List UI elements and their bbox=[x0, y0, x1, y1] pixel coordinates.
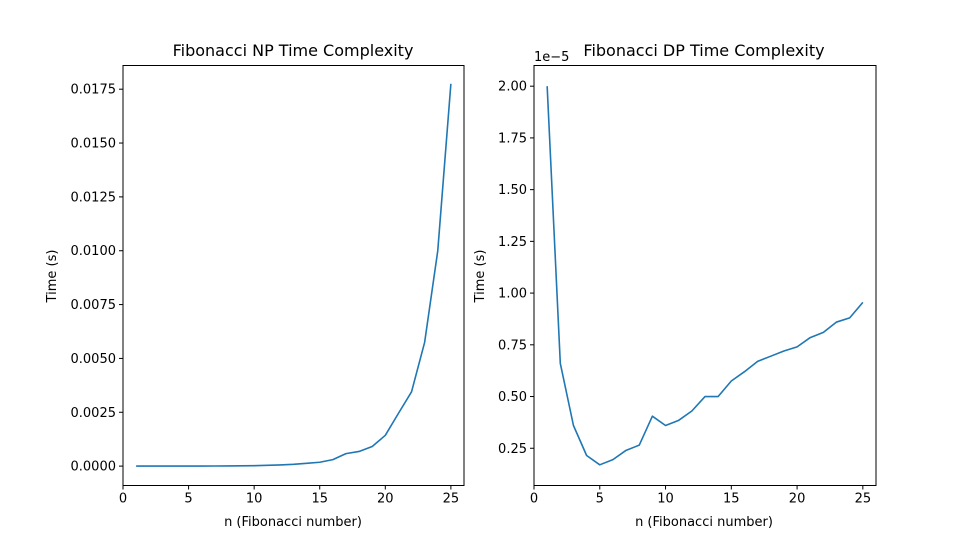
dp-plot-frame bbox=[533, 65, 877, 486]
dp-y-tick-label: 2.00 bbox=[498, 80, 527, 95]
np-ticks: 0 5 10 15 20 25 0.0000 0.0025 0.0050 0.0075 0.0100… bbox=[71, 83, 460, 507]
dp-series-line bbox=[546, 86, 864, 466]
np-y-tick-label: 0.0175 bbox=[71, 83, 117, 98]
dp-x-axis-label: n (Fibonacci number) bbox=[635, 515, 773, 530]
dp-y-tick-label: 0.25 bbox=[498, 442, 527, 457]
dp-y-tick-label: 0.50 bbox=[498, 390, 527, 405]
dp-ticks: 0 5 10 15 20 25 0.25 0.50 0.75 1.00 1.25 1.50 1.75 2.… bbox=[498, 80, 871, 507]
dp-y-tick-label: 1.50 bbox=[498, 183, 527, 198]
np-y-axis-label: Time (s) bbox=[45, 250, 60, 304]
np-y-tick-label: 0.0125 bbox=[71, 190, 117, 205]
dp-y-offset-label: 1e−5 bbox=[534, 50, 569, 65]
np-y-tick-label: 0.0050 bbox=[71, 352, 117, 367]
dp-chart-panel: Fibonacci DP Time Complexity n (Fibonacc… bbox=[473, 41, 877, 530]
dp-x-tick-label: 25 bbox=[855, 492, 872, 507]
dp-x-tick-label: 5 bbox=[596, 492, 604, 507]
dp-x-tick-label: 20 bbox=[789, 492, 806, 507]
np-x-axis-label: n (Fibonacci number) bbox=[224, 515, 362, 530]
np-y-tick-label: 0.0075 bbox=[71, 298, 117, 313]
dp-x-tick-label: 15 bbox=[723, 492, 740, 507]
np-chart-title: Fibonacci NP Time Complexity bbox=[173, 41, 414, 60]
np-plot-frame bbox=[122, 65, 465, 486]
dp-y-axis-label: Time (s) bbox=[473, 250, 488, 304]
np-y-tick-label: 0.0150 bbox=[71, 137, 117, 152]
np-x-tick-label: 0 bbox=[119, 492, 127, 507]
np-x-tick-label: 25 bbox=[443, 492, 460, 507]
np-x-tick-label: 5 bbox=[184, 492, 192, 507]
dp-y-tick-label: 0.75 bbox=[498, 338, 527, 353]
np-x-tick-label: 15 bbox=[311, 492, 328, 507]
dp-y-tick-label: 1.00 bbox=[498, 287, 527, 302]
dp-y-tick-label: 1.25 bbox=[498, 235, 527, 250]
np-y-tick-label: 0.0000 bbox=[71, 460, 117, 475]
dp-chart-title: Fibonacci DP Time Complexity bbox=[583, 41, 824, 60]
dp-y-tick-label: 1.75 bbox=[498, 131, 527, 146]
dp-x-tick-label: 10 bbox=[657, 492, 674, 507]
np-series-line bbox=[136, 83, 452, 467]
np-x-tick-label: 10 bbox=[246, 492, 263, 507]
dp-x-tick-label: 0 bbox=[530, 492, 538, 507]
np-x-tick-label: 20 bbox=[377, 492, 394, 507]
np-chart-panel: Fibonacci NP Time Complexity n (Fibonacc… bbox=[45, 41, 465, 530]
np-y-tick-label: 0.0025 bbox=[71, 406, 117, 421]
np-y-tick-label: 0.0100 bbox=[71, 244, 117, 259]
